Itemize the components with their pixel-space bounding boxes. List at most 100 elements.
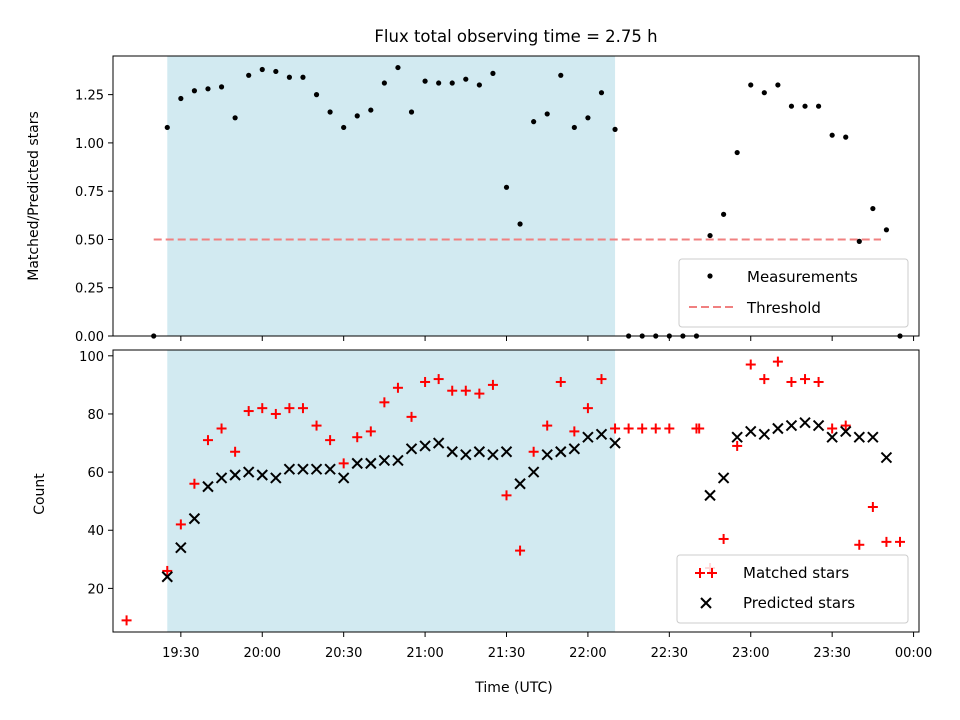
- predicted-star-point: [853, 431, 866, 443]
- measurement-point: [218, 84, 225, 90]
- predicted-star-point: [772, 422, 784, 435]
- xtick-label: 00:00: [895, 646, 932, 661]
- measurement-point: [232, 115, 238, 121]
- predicted-star-point: [432, 437, 445, 449]
- measurement-point: [571, 124, 577, 131]
- top-panel: 0.00 0.25 0.50 0.75 1.00 1.25 Matched/Predict…: [26, 55, 920, 345]
- predicted-star-point: [175, 541, 187, 554]
- top-y-ticks: 0.00 0.25 0.50 0.75 1.00 1.25: [75, 89, 113, 345]
- matched-star-point: [840, 420, 851, 431]
- matched-star-point: [297, 403, 308, 414]
- bot-ytick-label: 60: [87, 466, 104, 481]
- measurement-point: [748, 82, 754, 88]
- predicted-star-point: [880, 451, 893, 464]
- measurement-point: [273, 68, 279, 75]
- predicted-star-point: [717, 472, 730, 484]
- measurement-point: [286, 74, 292, 80]
- matched-star-point: [623, 423, 634, 434]
- measurement-point: [788, 103, 795, 109]
- measurement-point: [408, 109, 415, 115]
- measurement-point: [490, 70, 496, 76]
- measurement-point: [707, 232, 713, 239]
- predicted-star-point: [460, 448, 472, 461]
- predicted-star-point: [609, 437, 621, 449]
- measurement-point: [354, 113, 360, 119]
- predicted-star-point: [270, 472, 282, 484]
- matched-star-point: [555, 376, 566, 387]
- predicted-star-point: [582, 431, 594, 443]
- top-legend-box: [678, 258, 909, 328]
- measurement-point: [476, 82, 482, 88]
- predicted-star-point: [867, 431, 879, 443]
- xtick-label: 22:30: [651, 646, 688, 661]
- matched-star-point: [121, 615, 132, 626]
- bot-ytick-label: 20: [87, 582, 104, 597]
- bottom-y-ticks: 20 40 60 80 100: [79, 350, 113, 597]
- bottom-y-axis-label: Count: [32, 473, 48, 515]
- matched-star-point: [694, 423, 705, 434]
- measurement-point: [585, 115, 591, 121]
- xtick-label: 23:00: [732, 646, 769, 661]
- matched-star-point: [800, 374, 811, 385]
- matched-star-point: [406, 411, 417, 422]
- predicted-star-point: [337, 472, 350, 484]
- matched-star-point: [813, 376, 824, 387]
- top-ytick-label: 0.50: [75, 233, 104, 248]
- predicted-star-point: [785, 419, 798, 432]
- matched-star-point: [420, 376, 431, 387]
- measurement-point: [734, 149, 740, 156]
- predicted-star-point: [256, 469, 268, 481]
- predicted-star-point: [215, 472, 228, 484]
- predicted-star-point: [799, 416, 811, 429]
- matched-star-point: [895, 536, 906, 547]
- xtick-label: 21:30: [488, 646, 525, 661]
- matched-star-point: [392, 382, 403, 393]
- predicted-star-point: [826, 431, 838, 443]
- predicted-star-point: [487, 448, 499, 461]
- matched-star-point: [474, 388, 485, 399]
- xtick-label: 23:30: [813, 646, 850, 661]
- predicted-star-point: [297, 463, 309, 475]
- matched-star-point: [650, 423, 661, 434]
- matched-star-point: [515, 545, 526, 556]
- matched-star-point: [542, 420, 553, 431]
- top-axes-frame: [112, 55, 920, 337]
- bot-ytick-label: 80: [87, 408, 104, 423]
- measurement-point: [191, 88, 198, 94]
- x-axis-label: Time (UTC): [474, 680, 552, 696]
- legend-matched-marker-2: [707, 568, 717, 578]
- measurement-point: [802, 103, 808, 109]
- xtick-label: 21:00: [406, 646, 443, 661]
- matched-star-point: [610, 423, 621, 434]
- xtick-label: 22:00: [569, 646, 606, 661]
- measurement-point: [205, 86, 211, 92]
- measurement-point: [503, 184, 510, 190]
- predicted-star-point: [365, 457, 377, 470]
- matched-star-point: [379, 397, 390, 408]
- predicted-star-point: [161, 571, 173, 583]
- matched-star-point: [569, 426, 580, 437]
- measurement-point: [870, 205, 876, 212]
- matched-star-point: [637, 423, 648, 434]
- matched-star-point: [202, 435, 213, 446]
- matched-star-point: [786, 376, 797, 387]
- measurement-point: [775, 82, 781, 88]
- matched-star-point: [352, 432, 363, 443]
- matched-star-point: [664, 423, 675, 434]
- measurement-point: [422, 78, 428, 84]
- legend-matched-label: Matched stars: [743, 564, 849, 582]
- matched-star-point: [867, 501, 878, 512]
- predicted-star-point: [555, 446, 567, 458]
- predicted-star-point: [283, 463, 296, 475]
- bottom-panel: 20 40 60 80 100 19:30 20:00 20:30 21:00 21:30 22:…: [32, 349, 932, 696]
- top-marks: [151, 64, 903, 339]
- measurement-point: [558, 72, 564, 78]
- matched-star-point: [854, 539, 865, 550]
- measurement-point: [883, 227, 890, 233]
- measurement-point: [598, 90, 605, 96]
- predicted-star-point: [378, 454, 391, 467]
- top-ytick-label: 0.00: [75, 330, 104, 345]
- bottom-marks: [121, 356, 906, 626]
- predicted-star-point: [242, 466, 255, 478]
- predicted-star-point: [188, 512, 201, 525]
